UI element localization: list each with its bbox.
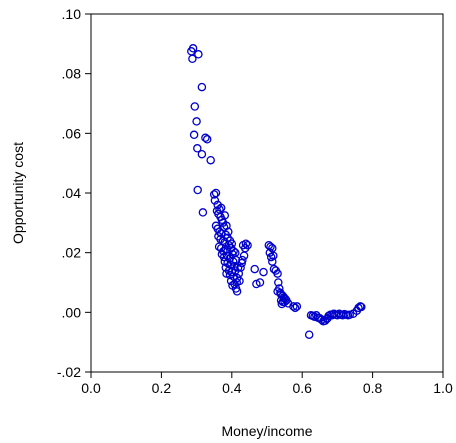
data-point — [209, 190, 219, 199]
y-tick-label: .06 — [62, 125, 82, 141]
y-tick-label: .10 — [62, 6, 82, 22]
data-point — [274, 278, 283, 287]
data-point — [237, 258, 246, 268]
data-point — [243, 240, 252, 250]
data-point — [194, 50, 203, 59]
data-point — [198, 208, 208, 217]
y-tick-label: .08 — [62, 66, 82, 82]
y-axis: -.02 .00 .02 .04 .06 .08 .10 — [57, 6, 91, 380]
data-point — [202, 135, 212, 144]
data-point — [266, 242, 275, 251]
data-point — [193, 144, 202, 153]
data-points — [187, 44, 366, 339]
y-axis-title: Opportunity cost — [10, 142, 26, 244]
data-point — [206, 155, 215, 165]
plot-area — [90, 13, 444, 373]
data-point — [273, 269, 282, 278]
x-tick-label: 1.0 — [433, 380, 453, 396]
x-tick-label: 0.6 — [292, 380, 312, 396]
data-point — [268, 257, 277, 266]
data-point — [269, 251, 278, 260]
data-point — [197, 149, 207, 159]
data-point — [345, 310, 354, 319]
data-point — [190, 102, 200, 111]
x-tick-label: 0.4 — [222, 380, 242, 396]
x-axis-title: Money/income — [221, 423, 312, 439]
data-point — [222, 221, 231, 231]
data-point — [292, 302, 302, 311]
data-point — [193, 185, 202, 195]
data-point — [201, 133, 210, 143]
data-point — [210, 196, 220, 205]
data-point — [277, 299, 287, 309]
data-point — [357, 302, 366, 312]
x-tick-label: 0.8 — [363, 380, 383, 396]
data-point — [235, 276, 244, 286]
data-point — [214, 242, 224, 251]
data-point — [317, 315, 326, 325]
data-point — [290, 303, 300, 313]
data-point — [250, 264, 259, 274]
y-tick-label: .04 — [62, 185, 82, 201]
y-tick-label: .00 — [62, 304, 82, 320]
x-tick-label: 0.2 — [152, 380, 172, 396]
data-point — [189, 130, 199, 140]
plot-frame — [90, 13, 444, 373]
data-point — [236, 263, 245, 272]
data-point — [241, 239, 251, 248]
x-tick-label: 0.0 — [81, 380, 101, 396]
data-point — [188, 54, 197, 64]
data-point — [192, 117, 201, 126]
data-point — [255, 278, 265, 287]
y-tick-label: .02 — [62, 245, 82, 261]
data-point — [310, 312, 319, 322]
data-point — [197, 82, 207, 92]
data-point — [289, 302, 298, 311]
x-axis: 0.0 0.2 0.4 0.6 0.8 1.0 — [81, 372, 453, 396]
data-point — [188, 44, 198, 53]
data-point — [304, 330, 314, 339]
data-point — [266, 252, 276, 262]
data-point — [211, 188, 221, 198]
data-point — [259, 267, 268, 277]
y-tick-label: -.02 — [57, 364, 81, 380]
data-point — [232, 287, 242, 296]
data-point — [239, 251, 249, 260]
